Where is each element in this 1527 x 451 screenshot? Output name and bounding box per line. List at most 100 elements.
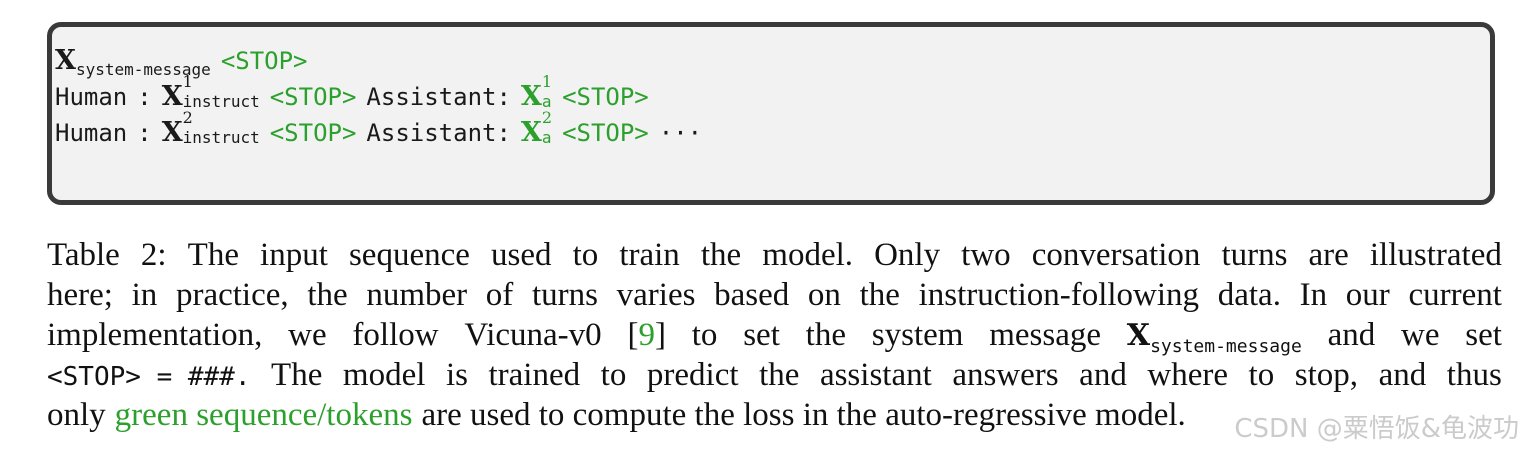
turn-superscript: 2 <box>541 108 553 127</box>
caption-word: of <box>485 277 514 313</box>
caption-line-2: here; in practice, the number of turns varies ba… <box>47 275 1502 315</box>
turn-superscript: 2 <box>182 108 193 127</box>
caption-word: varies <box>616 277 696 313</box>
caption-word: only <box>47 397 106 433</box>
stop-token: <STOP> <box>562 119 649 147</box>
caption-word: 2: <box>140 237 167 273</box>
caption-word: to <box>572 237 599 273</box>
sequence-line-turn1: Human: X 1 instruct <STOP> Assistant: X 1 a <STOP… <box>55 74 702 115</box>
csdn-watermark: CSDN @粟悟饭&龟波功 <box>1234 414 1519 444</box>
caption-line-4: <STOP> = ###. The model is trained to predict t… <box>47 355 1502 395</box>
answer-subscript: a <box>541 92 552 111</box>
ellipsis: ··· <box>658 119 703 147</box>
caption-word: Table <box>47 237 120 273</box>
citation: [9] <box>627 315 666 355</box>
caption-word: used <box>490 237 552 273</box>
caption-line-3: implementation, we follow Vicuna-v0 [9] to set… <box>47 315 1502 356</box>
caption-word: train <box>619 237 680 273</box>
caption-word: instruction-following <box>918 277 1200 313</box>
assistant-label: Assistant: <box>366 119 511 147</box>
caption-word: assistant <box>819 357 932 393</box>
caption-word: the <box>307 277 348 313</box>
caption-word: model. <box>762 237 854 273</box>
instruct-subscript: instruct <box>182 92 260 111</box>
caption-word: in <box>131 277 158 313</box>
caption-word: is <box>445 357 468 393</box>
stop-token: <STOP> <box>562 83 649 111</box>
caption-word: the <box>805 317 846 353</box>
citation-bracket: [ <box>627 317 639 353</box>
caption-word: the <box>759 357 800 393</box>
caption-word: answers <box>952 357 1059 393</box>
caption-word: illustrated <box>1369 237 1502 273</box>
caption-word: on <box>807 277 841 313</box>
caption-word: we <box>288 317 327 353</box>
sequence-line-turn2: Human: X 2 instruct <STOP> Assistant: X 2 a <STOP… <box>55 110 703 151</box>
caption-word: the <box>700 237 742 273</box>
caption-word: sequence <box>348 237 470 273</box>
caption-word: message <box>989 317 1102 353</box>
caption-line-5: only green sequence/tokens are used to com… <box>47 395 1502 435</box>
caption-word: In <box>1299 277 1328 313</box>
caption-word: model <box>342 357 426 393</box>
caption-word: our <box>1345 277 1390 313</box>
caption-word: Only <box>874 237 941 273</box>
sequence-box <box>47 22 1495 205</box>
caption-word: The <box>187 237 239 273</box>
caption-word: practice, <box>175 277 289 313</box>
caption-word: are <box>1308 237 1349 273</box>
stop-token: <STOP> <box>269 119 357 147</box>
turn-superscript: 1 <box>182 72 193 91</box>
x-answer-symbol: X <box>520 117 542 148</box>
caption-word: where <box>1147 357 1228 393</box>
citation-number: 9 <box>638 317 655 353</box>
colon: : <box>137 119 152 147</box>
caption-word: we <box>1401 317 1440 353</box>
system-message-symbol: Xsystem-message <box>1127 315 1302 356</box>
caption-word: the <box>859 277 900 313</box>
answer-subscript: a <box>541 128 552 147</box>
sequence-line-system: Xsystem-message <STOP> <box>55 43 702 79</box>
turn-superscript: 1 <box>541 72 553 91</box>
caption-word: to <box>691 317 718 353</box>
human-label: Human <box>55 83 128 111</box>
caption-text: are used to compute the loss in the auto… <box>421 397 1186 433</box>
caption-word: trained <box>488 357 581 393</box>
caption-word: follow <box>352 317 439 353</box>
colon: : <box>137 83 152 111</box>
citation-bracket: ] <box>654 317 666 353</box>
caption-word: implementation, <box>47 317 263 353</box>
assistant-label: Assistant: <box>366 83 511 111</box>
caption-word: turns <box>531 277 598 313</box>
caption-word: thus <box>1446 357 1502 393</box>
x-system-symbol: X <box>55 45 76 76</box>
caption-word: two <box>961 237 1011 273</box>
caption-word: current <box>1408 277 1502 313</box>
caption-word: number <box>366 277 468 313</box>
x-instruct-symbol: X <box>161 117 183 148</box>
stop-token: <STOP> <box>220 47 308 75</box>
human-label: Human <box>55 119 128 147</box>
caption-word: based <box>714 277 790 313</box>
x-instruct-symbol: X <box>161 81 183 112</box>
caption-word: input <box>260 237 328 273</box>
caption-word: predict <box>646 357 739 393</box>
caption-word: set <box>743 317 780 353</box>
caption-word: Vicuna-v0 <box>464 317 602 353</box>
caption-word: and <box>1079 357 1127 393</box>
caption-word: to <box>1248 357 1275 393</box>
caption-word: and <box>1327 317 1376 353</box>
system-message-subscript: system-message <box>75 60 211 79</box>
caption-word: to <box>600 357 627 393</box>
caption-word: turns <box>1221 237 1288 273</box>
caption-word: here; <box>47 277 113 313</box>
caption-word: and <box>1378 357 1427 393</box>
x-answer-symbol: X <box>520 81 542 112</box>
caption-word: data. <box>1217 277 1281 313</box>
system-message-subscript: system-message <box>1150 336 1302 357</box>
caption-line-1: Table 2: The input sequence used to train the mod… <box>47 235 1502 275</box>
caption-word: conversation <box>1031 237 1201 273</box>
instruct-subscript: instruct <box>182 128 260 147</box>
caption-word: set <box>1465 317 1502 353</box>
x-system-symbol: X <box>1126 318 1151 353</box>
